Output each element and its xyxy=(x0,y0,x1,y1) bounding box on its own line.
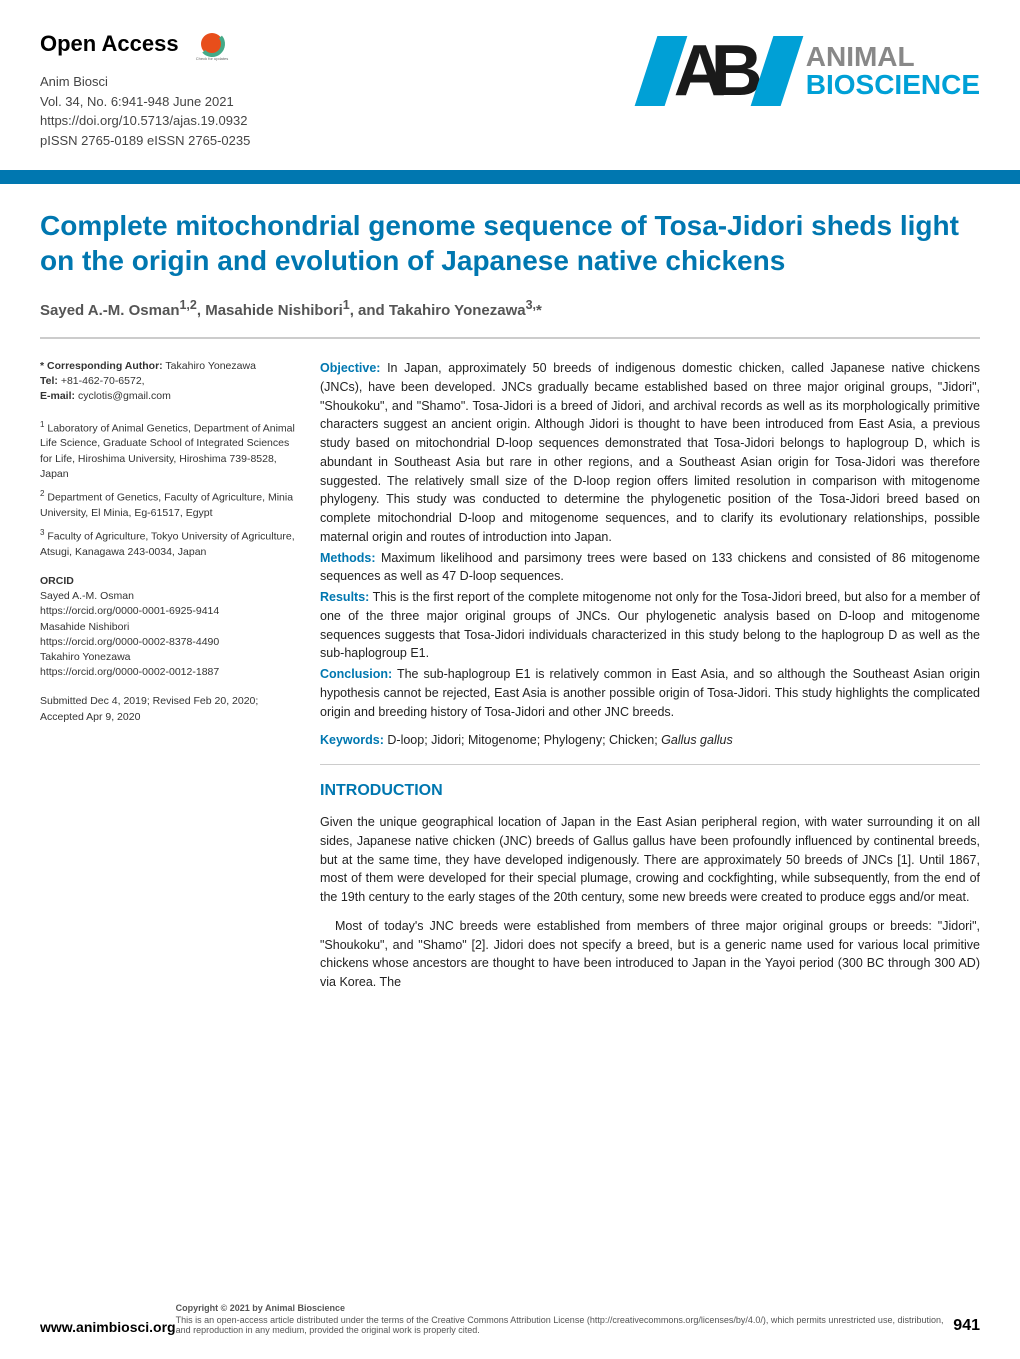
conclusion-text: The sub-haplogroup E1 is relatively comm… xyxy=(320,667,980,719)
methods-label: Methods: xyxy=(320,551,376,565)
corresponding-name: Takahiro Yonezawa xyxy=(165,360,256,372)
intro-para-1: Given the unique geographical location o… xyxy=(320,813,980,907)
footer: www.animbiosci.org Copyright © 2021 by A… xyxy=(40,1303,980,1335)
article-title: Complete mitochondrial genome sequence o… xyxy=(40,208,980,278)
sidebar: * Corresponding Author: Takahiro Yonezaw… xyxy=(40,359,298,1002)
keywords-label: Keywords: xyxy=(320,733,384,747)
email-value: cyclotis@gmail.com xyxy=(78,390,171,402)
title-block: Complete mitochondrial genome sequence o… xyxy=(0,184,1020,290)
website-url: www.animbiosci.org xyxy=(40,1319,176,1335)
orcid-id-3: https://orcid.org/0000-0002-0012-1887 xyxy=(40,666,219,678)
tel-label: Tel: xyxy=(40,375,58,387)
orcid-label: ORCID xyxy=(40,575,74,587)
license-text: This is an open-access article distribut… xyxy=(176,1315,954,1335)
abstract: Objective: In Japan, approximately 50 br… xyxy=(320,359,980,750)
results-text: This is the first report of the complete… xyxy=(320,590,980,660)
page-number: 941 xyxy=(953,1317,980,1335)
main-content: * Corresponding Author: Takahiro Yonezaw… xyxy=(0,339,1020,1002)
logo-bioscience-text: BIOSCIENCE xyxy=(806,69,980,100)
header-rule xyxy=(0,170,1020,184)
affiliation-1: 1 Laboratory of Animal Genetics, Departm… xyxy=(40,419,298,482)
affiliation-2: 2 Department of Genetics, Faculty of Agr… xyxy=(40,488,298,521)
methods-text: Maximum likelihood and parsimony trees w… xyxy=(320,551,980,584)
tel-value: +81-462-70-6572, xyxy=(61,375,145,387)
submission-dates: Submitted Dec 4, 2019; Revised Feb 20, 2… xyxy=(40,694,298,724)
keywords-text: D-loop; Jidori; Mitogenome; Phylogeny; C… xyxy=(387,733,732,747)
open-access-label: Open Access xyxy=(40,31,179,57)
affiliations: 1 Laboratory of Animal Genetics, Departm… xyxy=(40,419,298,560)
corresponding-label: * Corresponding Author: xyxy=(40,360,163,372)
introduction-heading: INTRODUCTION xyxy=(320,779,980,803)
copyright-block: Copyright © 2021 by Animal Bioscience Th… xyxy=(176,1303,954,1335)
objective-label: Objective: xyxy=(320,361,380,375)
copyright-title: Copyright © 2021 by Animal Bioscience xyxy=(176,1303,954,1313)
issn: pISSN 2765-0189 eISSN 2765-0235 xyxy=(40,131,980,151)
intro-para-2: Most of today's JNC breeds were establis… xyxy=(320,917,980,992)
divider xyxy=(320,764,980,765)
logo-animal-text: ANIMAL xyxy=(806,41,915,72)
orcid-block: ORCID Sayed A.-M. Osman https://orcid.or… xyxy=(40,574,298,681)
doi: https://doi.org/10.5713/ajas.19.0932 xyxy=(40,111,980,131)
svg-text:Check for updates: Check for updates xyxy=(196,56,228,61)
email-label: E-mail: xyxy=(40,390,75,402)
orcid-id-1: https://orcid.org/0000-0001-6925-9414 xyxy=(40,605,219,617)
corresponding-author: * Corresponding Author: Takahiro Yonezaw… xyxy=(40,359,298,405)
objective-text: In Japan, approximately 50 breeds of ind… xyxy=(320,361,980,544)
header: Open Access Check for updates Anim Biosc… xyxy=(0,0,1020,150)
logo-full: ANIMAL BIOSCIENCE xyxy=(806,43,980,99)
results-label: Results: xyxy=(320,590,369,604)
journal-logo: A B ANIMAL BIOSCIENCE xyxy=(640,30,980,112)
orcid-id-2: https://orcid.org/0000-0002-8378-4490 xyxy=(40,636,219,648)
affiliation-3: 3 Faculty of Agriculture, Tokyo Universi… xyxy=(40,527,298,560)
conclusion-label: Conclusion: xyxy=(320,667,392,681)
author-list: Sayed A.-M. Osman1,2, Masahide Nishibori… xyxy=(0,290,1020,337)
content-column: Objective: In Japan, approximately 50 br… xyxy=(320,359,980,1002)
orcid-name-1: Sayed A.-M. Osman xyxy=(40,590,134,602)
introduction-body: Given the unique geographical location o… xyxy=(320,813,980,992)
orcid-name-2: Masahide Nishibori xyxy=(40,621,129,633)
check-for-updates-icon[interactable]: Check for updates xyxy=(195,30,229,64)
orcid-name-3: Takahiro Yonezawa xyxy=(40,651,131,663)
logo-abbrev: A B xyxy=(640,30,798,112)
